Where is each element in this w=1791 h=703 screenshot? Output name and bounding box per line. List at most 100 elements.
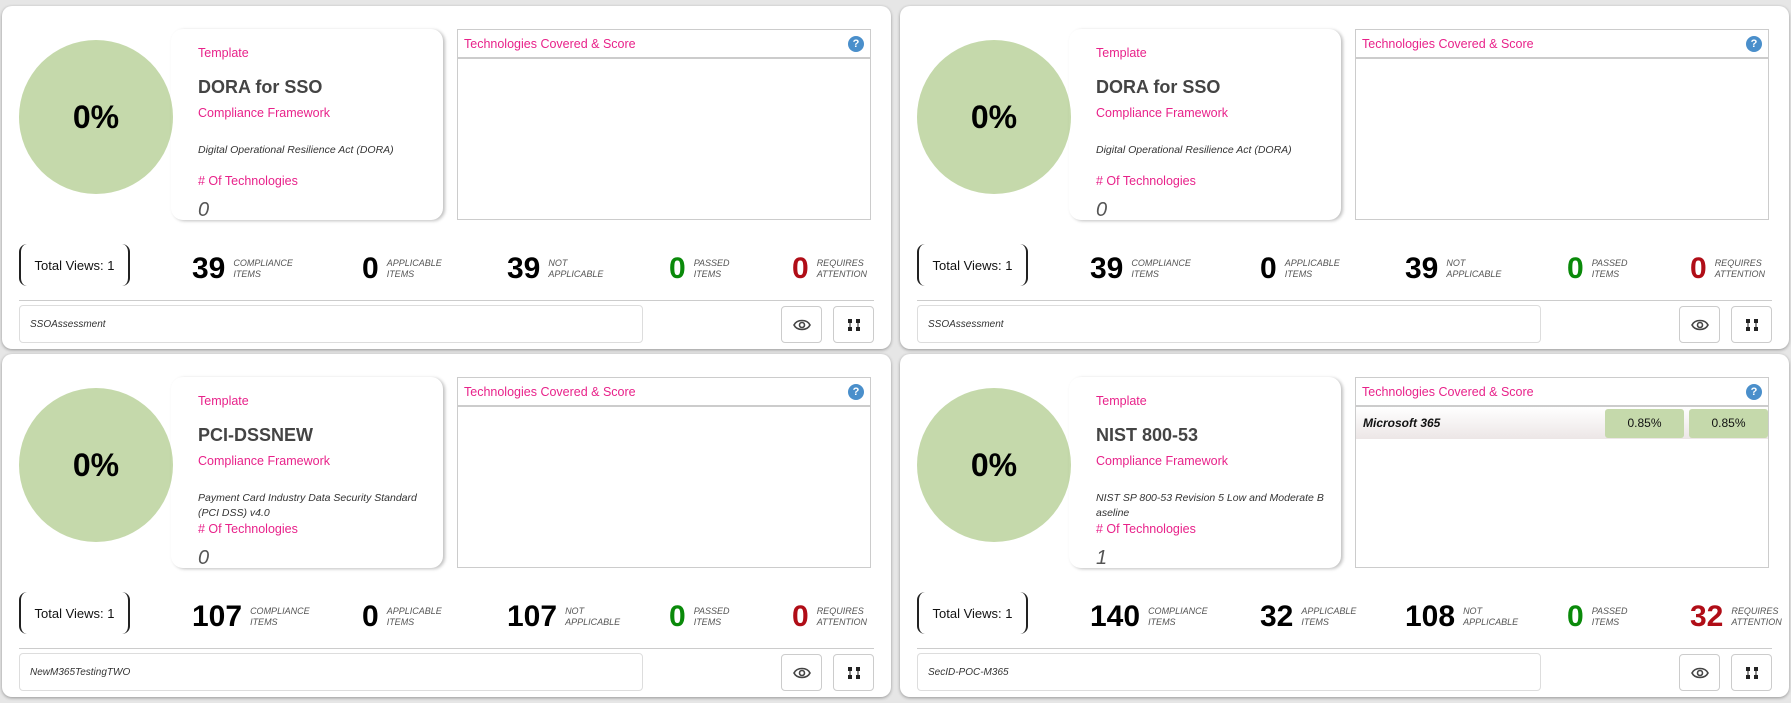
stat-label-line: ITEMS [233, 269, 261, 279]
stat-label: NOT APPLICABLE [1446, 258, 1501, 280]
nodes-icon [847, 318, 860, 331]
stat-label-line: APPLICABLE [548, 269, 604, 279]
template-label: Template [198, 46, 249, 60]
stat-requires-attention: 32 REQUIRES ATTENTION [1690, 600, 1782, 634]
assessment-name-field[interactable]: NewM365TestingTWO [19, 653, 643, 691]
assessment-name-field[interactable]: SSOAssessment [917, 305, 1541, 343]
stat-label-line: PASSED [1591, 258, 1628, 268]
stat-label-line: ITEMS [1148, 617, 1176, 627]
num-tech-value: 0 [1096, 199, 1108, 221]
assessment-card: 0% Template DORA for SSO Compliance Fram… [2, 6, 891, 349]
stat-applicable-items: 0 APPLICABLE ITEMS [362, 252, 442, 286]
stat-label-line: NOT [565, 606, 585, 616]
stat-label-line: REQUIRES [1714, 258, 1762, 268]
stat-number: 0 [1690, 252, 1707, 285]
technology-score: 0.85% [1605, 408, 1684, 438]
stat-label: REQUIRES ATTENTION [1715, 258, 1765, 280]
technologies-panel: Technologies Covered & Score? Microsoft … [1355, 377, 1769, 568]
template-name: NIST 800-53 [1096, 425, 1199, 445]
info-panel: Template PCI-DSSNEW Compliance Framework… [171, 377, 443, 569]
help-icon[interactable]: ? [848, 383, 864, 400]
stat-number: 0 [1567, 252, 1584, 285]
stat-passed-items: 0 PASSED ITEMS [1567, 252, 1628, 286]
divider [19, 300, 874, 301]
framework-value: Payment Card Industry Data Security Stan… [198, 492, 417, 519]
stat-number: 39 [507, 252, 541, 285]
template-label: Template [1096, 394, 1147, 408]
stat-number: 0 [792, 600, 809, 633]
info-panel: Template DORA for SSO Compliance Framewo… [1069, 29, 1341, 221]
stat-label: PASSED ITEMS [1592, 606, 1628, 628]
details-button[interactable] [833, 306, 874, 343]
stat-number: 39 [1405, 252, 1439, 285]
stat-applicable-items: 0 APPLICABLE ITEMS [1260, 252, 1340, 286]
num-tech-label: # Of Technologies [198, 174, 298, 188]
stat-label-line: REQUIRES [1731, 606, 1779, 616]
framework-label: Compliance Framework [1096, 454, 1228, 468]
details-button[interactable] [833, 654, 874, 691]
eye-icon [792, 319, 811, 330]
stat-passed-items: 0 PASSED ITEMS [669, 252, 730, 286]
stat-number: 39 [1090, 252, 1124, 285]
stat-not-applicable: 39 NOT APPLICABLE [507, 252, 603, 286]
stat-label-line: NOT [1446, 258, 1466, 268]
stat-label: REQUIRES ATTENTION [817, 258, 867, 280]
stat-label-line: COMPLIANCE [1131, 258, 1191, 268]
stat-not-applicable: 108 NOT APPLICABLE [1405, 600, 1518, 634]
stat-label: APPLICABLE ITEMS [387, 606, 442, 628]
total-views: Total Views: 1 [917, 244, 1028, 286]
stat-label-line: ATTENTION [1714, 269, 1766, 279]
stat-label-line: ATTENTION [816, 269, 868, 279]
help-icon[interactable]: ? [1746, 383, 1762, 400]
stat-number: 0 [1260, 252, 1277, 285]
num-tech-value: 0 [198, 199, 210, 221]
divider [917, 648, 1772, 649]
stat-label: APPLICABLE ITEMS [1301, 606, 1356, 628]
view-button[interactable] [781, 306, 822, 343]
stat-label-line: APPLICABLE [1284, 258, 1340, 268]
eye-icon [792, 667, 811, 678]
assessment-name-field[interactable]: SecID-POC-M365 [917, 653, 1541, 691]
framework-label: Compliance Framework [198, 106, 330, 120]
view-button[interactable] [1679, 306, 1720, 343]
details-button[interactable] [1731, 306, 1772, 343]
stat-requires-attention: 0 REQUIRES ATTENTION [1690, 252, 1765, 286]
stat-label-line: REQUIRES [816, 606, 864, 616]
technologies-header: Technologies Covered & Score [464, 384, 636, 399]
info-panel: Template NIST 800-53 Compliance Framewor… [1069, 377, 1341, 569]
technologies-panel: Technologies Covered & Score? [1355, 29, 1769, 220]
stat-requires-attention: 0 REQUIRES ATTENTION [792, 252, 867, 286]
view-button[interactable] [781, 654, 822, 691]
technology-row[interactable]: Microsoft 365 0.85% 0.85% [1356, 407, 1768, 439]
stat-label: PASSED ITEMS [694, 258, 730, 280]
stat-compliance-items: 107 COMPLIANCE ITEMS [192, 600, 310, 634]
total-views: Total Views: 1 [19, 244, 130, 286]
assessment-card: 0% Template NIST 800-53 Compliance Frame… [900, 354, 1789, 697]
help-icon[interactable]: ? [1746, 35, 1762, 52]
stat-label: NOT APPLICABLE [1463, 606, 1518, 628]
framework-value: Digital Operational Resilience Act (DORA… [1096, 144, 1292, 156]
technologies-header: Technologies Covered & Score [464, 36, 636, 51]
stat-label-line: ITEMS [386, 617, 415, 627]
score-circle: 0% [19, 388, 173, 542]
stat-passed-items: 0 PASSED ITEMS [669, 600, 730, 634]
stat-applicable-items: 32 APPLICABLE ITEMS [1260, 600, 1356, 634]
assessment-name-field[interactable]: SSOAssessment [19, 305, 643, 343]
view-button[interactable] [1679, 654, 1720, 691]
stat-label: COMPLIANCE ITEMS [250, 606, 310, 628]
stat-label-line: ITEMS [250, 617, 278, 627]
stat-number: 0 [792, 252, 809, 285]
stat-label-line: REQUIRES [816, 258, 864, 268]
score-circle: 0% [917, 388, 1071, 542]
divider [19, 648, 874, 649]
details-button[interactable] [1731, 654, 1772, 691]
help-icon[interactable]: ? [848, 35, 864, 52]
framework-label: Compliance Framework [198, 454, 330, 468]
stat-label: REQUIRES ATTENTION [1731, 606, 1781, 628]
stat-label: REQUIRES ATTENTION [817, 606, 867, 628]
stat-label-line: PASSED [1591, 606, 1628, 616]
stat-label-line: ITEMS [693, 269, 722, 279]
stat-label-line: COMPLIANCE [233, 258, 293, 268]
num-tech-value: 0 [198, 547, 210, 569]
info-panel: Template DORA for SSO Compliance Framewo… [171, 29, 443, 221]
